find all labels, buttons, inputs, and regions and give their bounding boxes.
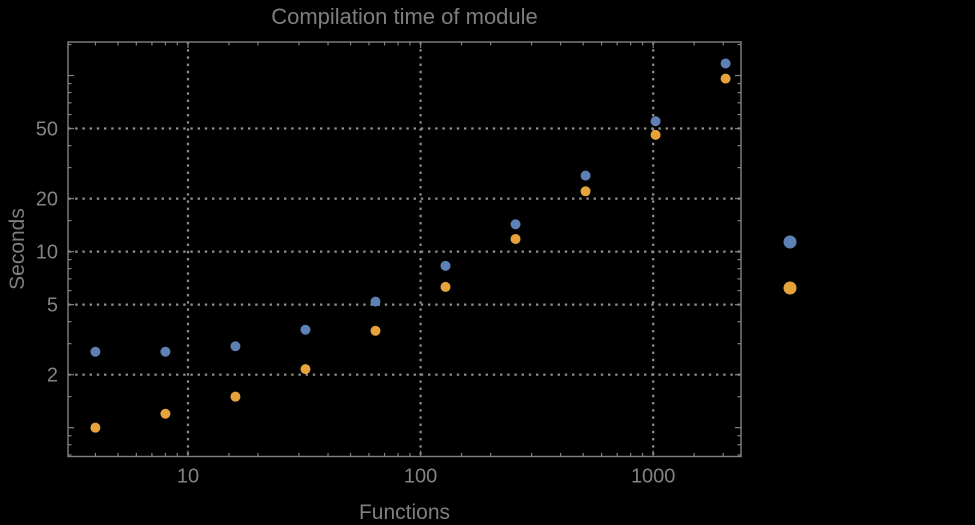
x-tick-label-100: 100 xyxy=(404,466,437,488)
y-axis-label: Seconds xyxy=(6,208,29,290)
y-tick-label-20: 20 xyxy=(36,189,58,211)
x-tick-label-10: 10 xyxy=(177,466,199,488)
y-tick-label-5: 5 xyxy=(47,295,58,317)
legend-marker-1 xyxy=(783,235,797,249)
data-point-series-2-orange-x1024 xyxy=(650,129,661,140)
y-tick-label-10: 10 xyxy=(36,242,58,264)
chart-title: Compilation time of module xyxy=(271,4,538,29)
data-point-series-2-orange-x2048 xyxy=(720,73,731,84)
data-point-series-1-blue-x512 xyxy=(580,170,591,181)
data-point-series-1-blue-x2048 xyxy=(720,58,731,69)
data-point-series-1-blue-x4 xyxy=(90,346,101,357)
data-point-series-1-blue-x64 xyxy=(370,296,381,307)
data-point-series-2-orange-x512 xyxy=(580,186,591,197)
data-point-series-2-orange-x256 xyxy=(510,233,521,244)
data-point-series-2-orange-x4 xyxy=(90,422,101,433)
data-point-series-1-blue-x128 xyxy=(440,260,451,271)
data-point-series-2-orange-x16 xyxy=(230,391,241,402)
data-point-series-2-orange-x128 xyxy=(440,281,451,292)
data-point-series-2-orange-x64 xyxy=(370,325,381,336)
data-point-series-2-orange-x8 xyxy=(160,408,171,419)
legend-marker-2 xyxy=(783,281,797,295)
data-point-series-1-blue-x256 xyxy=(510,219,521,230)
data-point-series-2-orange-x32 xyxy=(300,364,311,375)
x-axis-label: Functions xyxy=(358,501,451,524)
data-point-series-1-blue-x8 xyxy=(160,346,171,357)
data-point-series-1-blue-x16 xyxy=(230,341,241,352)
y-tick-label-2: 2 xyxy=(47,365,58,387)
x-tick-label-1000: 1000 xyxy=(631,466,676,488)
data-point-series-1-blue-x32 xyxy=(300,324,311,335)
y-tick-label-50: 50 xyxy=(36,119,58,141)
data-point-series-1-blue-x1024 xyxy=(650,116,661,127)
plot-frame xyxy=(67,41,742,458)
